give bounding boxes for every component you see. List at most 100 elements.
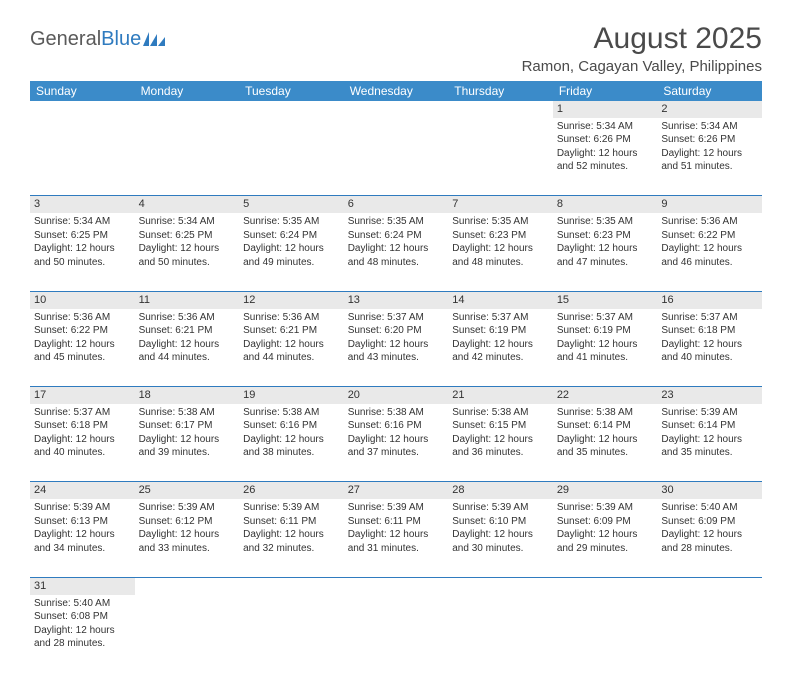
sunrise-text: Sunrise: 5:34 AM — [557, 120, 654, 134]
weekday-header: Tuesday — [239, 81, 344, 101]
daynum-row: 31 — [30, 577, 762, 594]
day-cell: Sunrise: 5:38 AMSunset: 6:16 PMDaylight:… — [344, 404, 449, 482]
daylight-text: Daylight: 12 hours and 44 minutes. — [139, 338, 236, 365]
sunset-text: Sunset: 6:10 PM — [452, 515, 549, 529]
week-row: Sunrise: 5:39 AMSunset: 6:13 PMDaylight:… — [30, 499, 762, 577]
sunset-text: Sunset: 6:15 PM — [452, 419, 549, 433]
daylight-text: Daylight: 12 hours and 30 minutes. — [452, 528, 549, 555]
daynum-row: 10111213141516 — [30, 291, 762, 308]
sunset-text: Sunset: 6:24 PM — [243, 229, 340, 243]
sunset-text: Sunset: 6:14 PM — [661, 419, 758, 433]
sunset-text: Sunset: 6:26 PM — [661, 133, 758, 147]
sunset-text: Sunset: 6:18 PM — [34, 419, 131, 433]
daylight-text: Daylight: 12 hours and 38 minutes. — [243, 433, 340, 460]
day-cell: Sunrise: 5:38 AMSunset: 6:15 PMDaylight:… — [448, 404, 553, 482]
day-cell: Sunrise: 5:35 AMSunset: 6:23 PMDaylight:… — [553, 213, 658, 291]
day-cell: Sunrise: 5:39 AMSunset: 6:12 PMDaylight:… — [135, 499, 240, 577]
day-cell — [344, 595, 449, 673]
sunrise-text: Sunrise: 5:39 AM — [139, 501, 236, 515]
day-cell: Sunrise: 5:39 AMSunset: 6:14 PMDaylight:… — [657, 404, 762, 482]
weekday-header: Sunday — [30, 81, 135, 101]
day-cell — [448, 595, 553, 673]
daynum-cell: 2 — [657, 101, 762, 118]
daylight-text: Daylight: 12 hours and 47 minutes. — [557, 242, 654, 269]
day-cell — [657, 595, 762, 673]
day-cell: Sunrise: 5:36 AMSunset: 6:21 PMDaylight:… — [239, 309, 344, 387]
day-cell: Sunrise: 5:39 AMSunset: 6:13 PMDaylight:… — [30, 499, 135, 577]
daynum-cell: 7 — [448, 196, 553, 213]
day-cell: Sunrise: 5:35 AMSunset: 6:24 PMDaylight:… — [344, 213, 449, 291]
daylight-text: Daylight: 12 hours and 28 minutes. — [34, 624, 131, 651]
calendar-body: 12Sunrise: 5:34 AMSunset: 6:26 PMDayligh… — [30, 101, 762, 673]
day-cell — [135, 118, 240, 196]
daylight-text: Daylight: 12 hours and 32 minutes. — [243, 528, 340, 555]
sunrise-text: Sunrise: 5:35 AM — [452, 215, 549, 229]
sunset-text: Sunset: 6:09 PM — [557, 515, 654, 529]
daynum-cell: 16 — [657, 291, 762, 308]
weekday-header: Friday — [553, 81, 658, 101]
daylight-text: Daylight: 12 hours and 52 minutes. — [557, 147, 654, 174]
daynum-cell — [448, 577, 553, 594]
day-cell — [135, 595, 240, 673]
sunset-text: Sunset: 6:22 PM — [661, 229, 758, 243]
sunrise-text: Sunrise: 5:38 AM — [452, 406, 549, 420]
sunrise-text: Sunrise: 5:39 AM — [348, 501, 445, 515]
week-row: Sunrise: 5:40 AMSunset: 6:08 PMDaylight:… — [30, 595, 762, 673]
sunset-text: Sunset: 6:23 PM — [557, 229, 654, 243]
daylight-text: Daylight: 12 hours and 49 minutes. — [243, 242, 340, 269]
sunrise-text: Sunrise: 5:35 AM — [348, 215, 445, 229]
weekday-header-row: Sunday Monday Tuesday Wednesday Thursday… — [30, 81, 762, 101]
day-cell: Sunrise: 5:37 AMSunset: 6:19 PMDaylight:… — [448, 309, 553, 387]
daylight-text: Daylight: 12 hours and 33 minutes. — [139, 528, 236, 555]
day-cell — [239, 595, 344, 673]
daynum-cell: 20 — [344, 387, 449, 404]
day-cell: Sunrise: 5:39 AMSunset: 6:11 PMDaylight:… — [239, 499, 344, 577]
daynum-cell — [135, 101, 240, 118]
sunrise-text: Sunrise: 5:39 AM — [34, 501, 131, 515]
day-cell: Sunrise: 5:36 AMSunset: 6:22 PMDaylight:… — [657, 213, 762, 291]
daylight-text: Daylight: 12 hours and 35 minutes. — [661, 433, 758, 460]
daynum-cell: 30 — [657, 482, 762, 499]
daylight-text: Daylight: 12 hours and 51 minutes. — [661, 147, 758, 174]
daynum-cell: 18 — [135, 387, 240, 404]
logo-text-general: General — [30, 28, 101, 51]
sunrise-text: Sunrise: 5:36 AM — [139, 311, 236, 325]
daynum-cell: 10 — [30, 291, 135, 308]
day-cell: Sunrise: 5:38 AMSunset: 6:16 PMDaylight:… — [239, 404, 344, 482]
daylight-text: Daylight: 12 hours and 48 minutes. — [452, 242, 549, 269]
weekday-header: Monday — [135, 81, 240, 101]
daynum-cell — [239, 101, 344, 118]
daynum-row: 24252627282930 — [30, 482, 762, 499]
daylight-text: Daylight: 12 hours and 44 minutes. — [243, 338, 340, 365]
sunrise-text: Sunrise: 5:34 AM — [139, 215, 236, 229]
daylight-text: Daylight: 12 hours and 39 minutes. — [139, 433, 236, 460]
daynum-cell: 17 — [30, 387, 135, 404]
daynum-cell: 14 — [448, 291, 553, 308]
daynum-cell — [553, 577, 658, 594]
daynum-cell: 6 — [344, 196, 449, 213]
daynum-cell: 19 — [239, 387, 344, 404]
daynum-cell — [657, 577, 762, 594]
weekday-header: Thursday — [448, 81, 553, 101]
sunset-text: Sunset: 6:24 PM — [348, 229, 445, 243]
calendar-table: Sunday Monday Tuesday Wednesday Thursday… — [30, 81, 762, 673]
day-cell — [239, 118, 344, 196]
day-cell: Sunrise: 5:39 AMSunset: 6:10 PMDaylight:… — [448, 499, 553, 577]
day-cell: Sunrise: 5:35 AMSunset: 6:24 PMDaylight:… — [239, 213, 344, 291]
logo-text-blue: Blue — [101, 28, 141, 51]
daynum-cell: 31 — [30, 577, 135, 594]
daylight-text: Daylight: 12 hours and 34 minutes. — [34, 528, 131, 555]
sunset-text: Sunset: 6:16 PM — [243, 419, 340, 433]
daynum-cell: 21 — [448, 387, 553, 404]
week-row: Sunrise: 5:34 AMSunset: 6:25 PMDaylight:… — [30, 213, 762, 291]
day-cell: Sunrise: 5:38 AMSunset: 6:17 PMDaylight:… — [135, 404, 240, 482]
daylight-text: Daylight: 12 hours and 36 minutes. — [452, 433, 549, 460]
day-cell — [448, 118, 553, 196]
daylight-text: Daylight: 12 hours and 45 minutes. — [34, 338, 131, 365]
sunset-text: Sunset: 6:19 PM — [557, 324, 654, 338]
sunset-text: Sunset: 6:12 PM — [139, 515, 236, 529]
weekday-header: Saturday — [657, 81, 762, 101]
daynum-cell: 27 — [344, 482, 449, 499]
day-cell: Sunrise: 5:39 AMSunset: 6:09 PMDaylight:… — [553, 499, 658, 577]
day-cell: Sunrise: 5:34 AMSunset: 6:25 PMDaylight:… — [30, 213, 135, 291]
